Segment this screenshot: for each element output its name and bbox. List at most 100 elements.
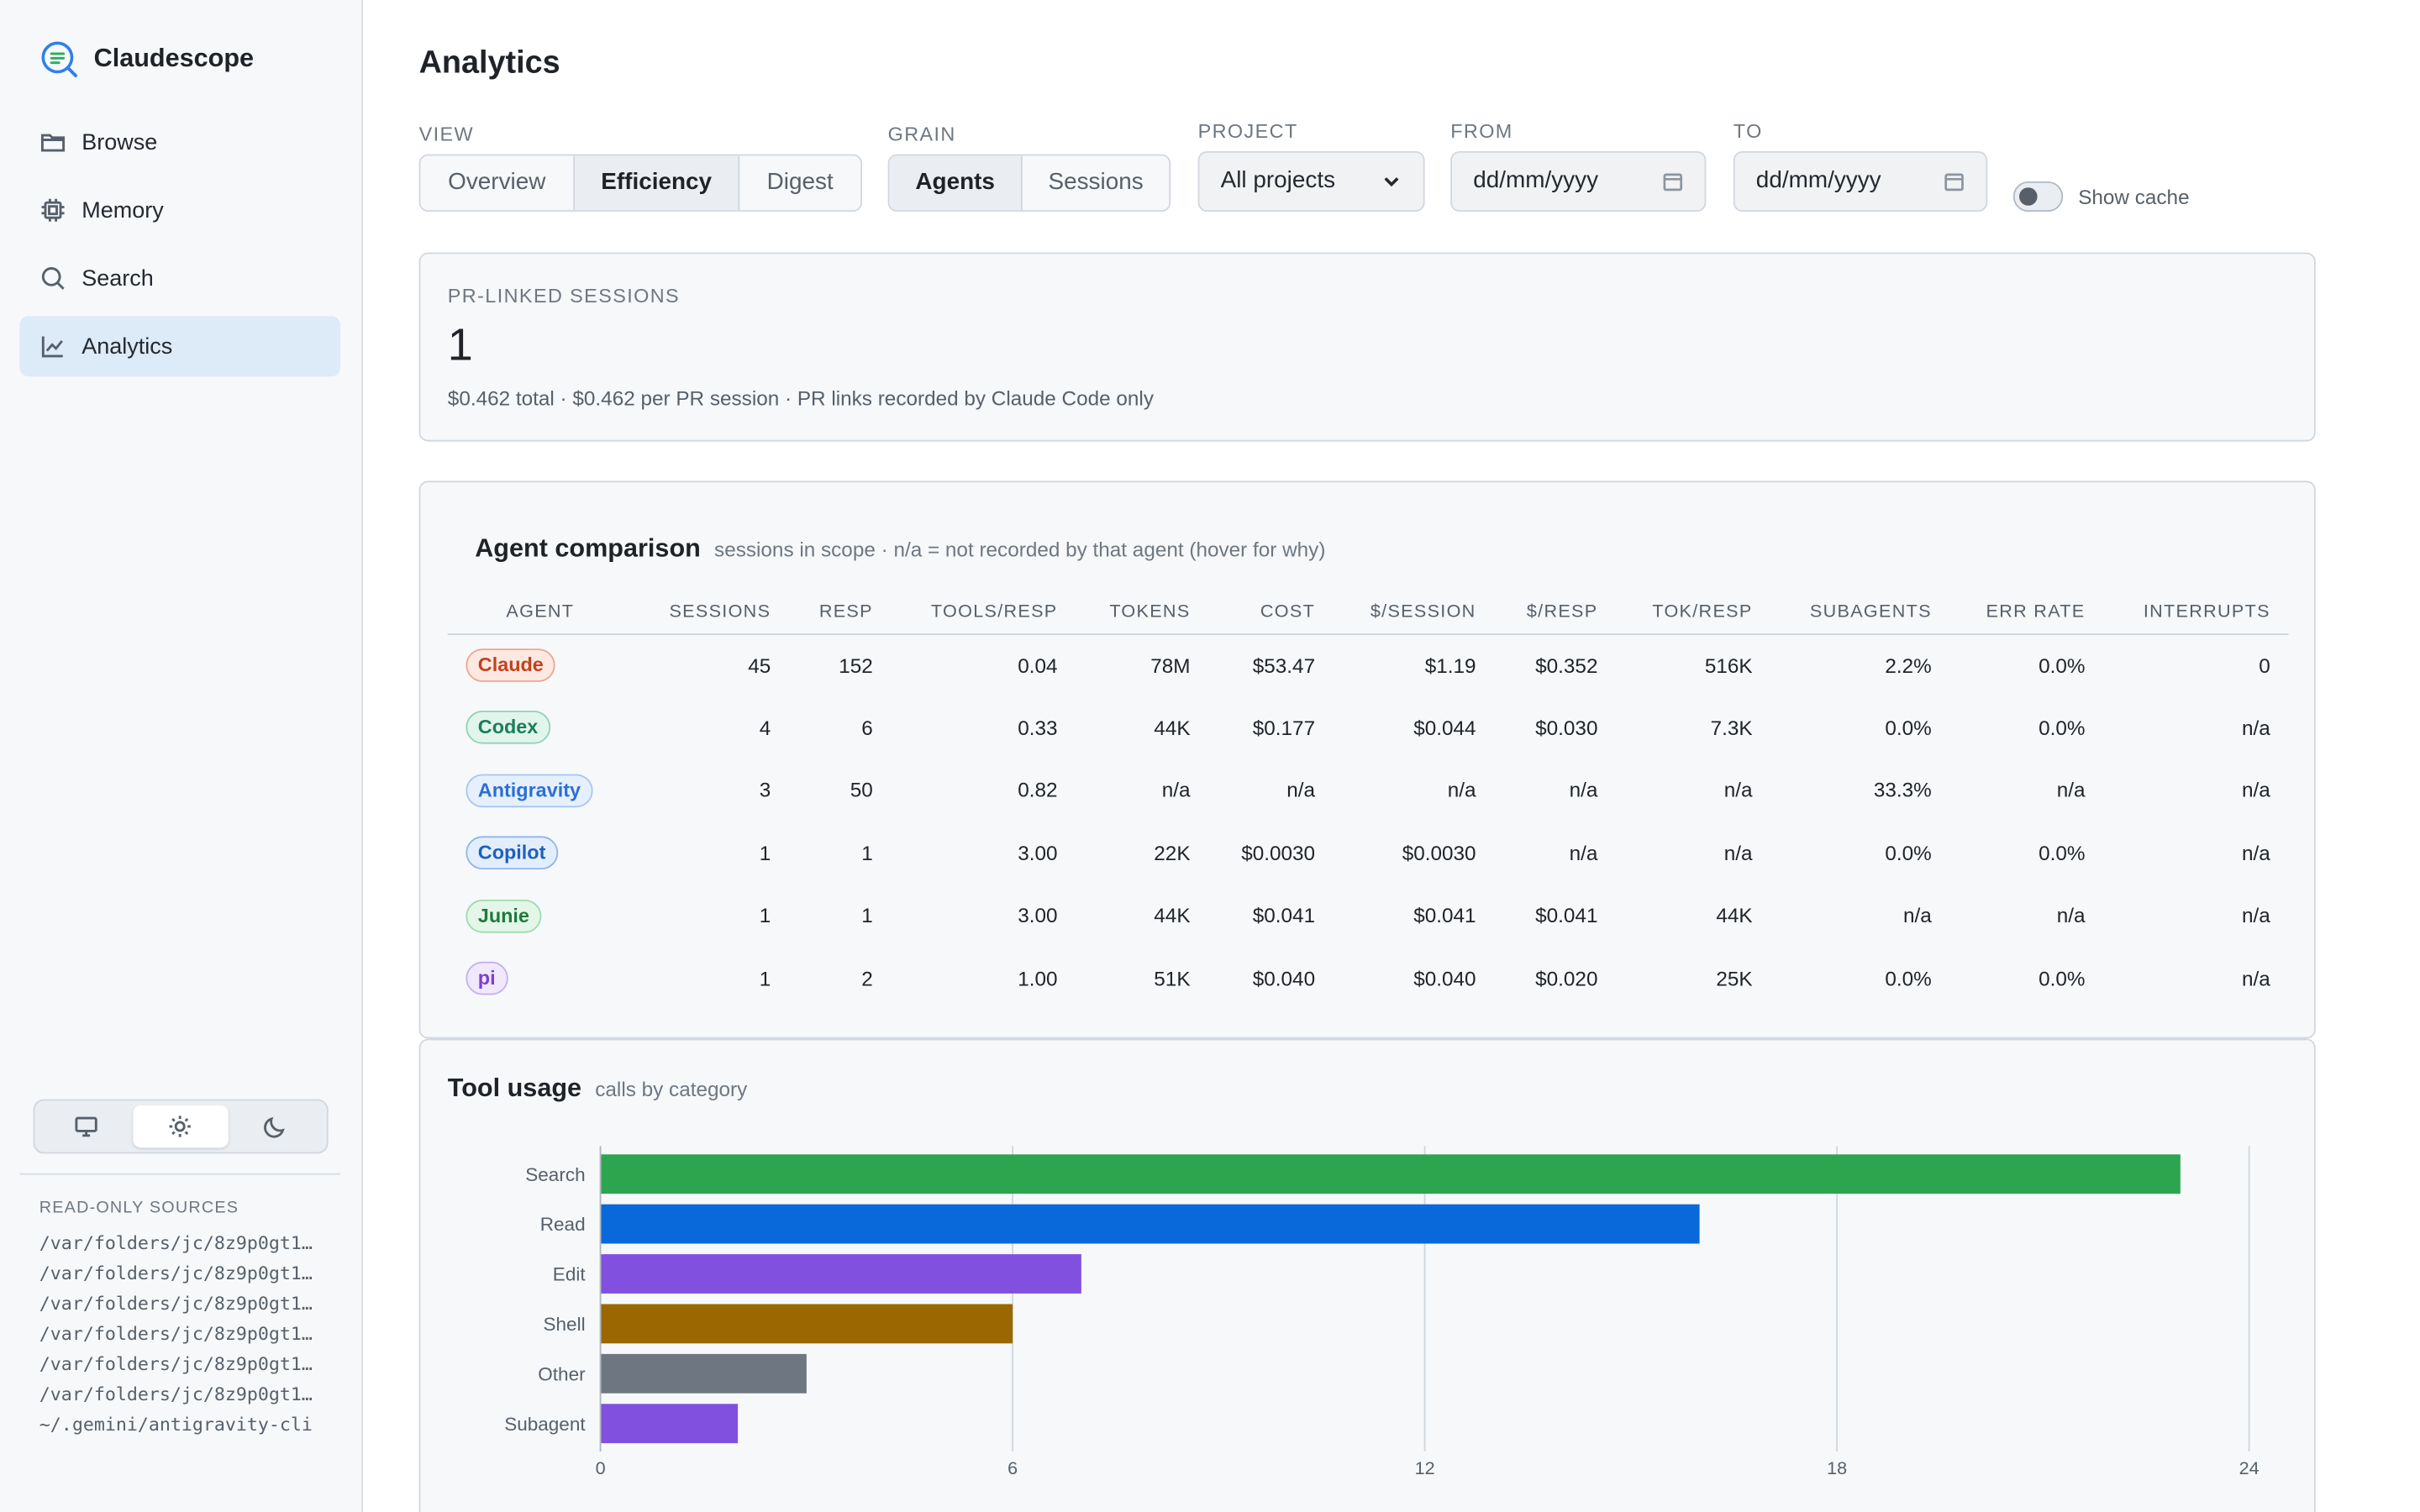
folder-icon xyxy=(40,134,66,152)
chip-icon xyxy=(41,198,65,222)
sidebar-item-memory[interactable]: Memory xyxy=(19,180,340,240)
to-date-field[interactable]: dd/mm/yyyy xyxy=(1733,151,1988,212)
sidebar-item-label: Memory xyxy=(82,197,164,223)
table-cell: n/a xyxy=(2056,904,2086,927)
table-cell: n/a xyxy=(1286,779,1316,802)
table-cell: 50 xyxy=(850,779,873,802)
sidebar-item-label: Analytics xyxy=(82,333,173,360)
table-cell: 44K xyxy=(1716,904,1753,927)
table-cell: $0.040 xyxy=(1252,967,1316,990)
table-row[interactable]: Codex 4 6 0.33 44K $0.177 $0.044 $0.030 7.3K 0.0%… xyxy=(448,696,2289,759)
column-header: RESP xyxy=(788,588,892,635)
view-efficiency-button[interactable]: Efficiency xyxy=(575,155,740,211)
table-cell: 2.2% xyxy=(1885,654,1932,677)
table-cell: 0.0% xyxy=(2039,716,2086,739)
agent-badge: Junie xyxy=(466,899,542,933)
table-cell: 44K xyxy=(1154,904,1191,927)
moon-icon xyxy=(263,1116,285,1138)
theme-system-button[interactable] xyxy=(39,1105,134,1147)
sidebar-item-analytics[interactable]: Analytics xyxy=(19,316,341,377)
search-icon xyxy=(41,267,65,290)
table-cell: $0.040 xyxy=(1413,967,1476,990)
table-cell: $0.041 xyxy=(1535,904,1598,927)
view-segmented-control: Overview Efficiency Digest xyxy=(418,154,862,212)
theme-switch xyxy=(33,1099,329,1154)
project-select[interactable]: All projects xyxy=(1197,151,1425,212)
agent-cell: Antigravity xyxy=(448,759,633,822)
show-cache-label: Show cache xyxy=(2078,185,2190,208)
agent-badge: Copilot xyxy=(466,836,558,870)
sun-icon xyxy=(170,1116,192,1137)
from-date-field[interactable]: dd/mm/yyyy xyxy=(1450,151,1707,212)
sidebar-item-label: Browse xyxy=(82,129,158,155)
view-label: VIEW xyxy=(418,122,475,145)
column-header: TOKENS xyxy=(1076,588,1209,635)
tool-usage-header: Tool usage calls by category xyxy=(448,1074,747,1104)
view-digest-button[interactable]: Digest xyxy=(766,169,834,196)
bar-shell[interactable] xyxy=(600,1304,1013,1344)
column-header: TOOLS/RESP xyxy=(891,588,1076,635)
theme-dark-button[interactable] xyxy=(228,1105,322,1147)
grain-agents-button[interactable]: Agents xyxy=(889,155,1023,211)
bar-read[interactable] xyxy=(600,1204,1700,1244)
table-cell: 3 xyxy=(759,779,771,802)
sidebar-divider xyxy=(19,1173,341,1175)
sidebar-item-search[interactable]: Search xyxy=(19,248,340,308)
table-row[interactable]: pi 1 2 1.00 51K $0.040 $0.040 $0.020 25K 0.0% 0.0%… xyxy=(448,948,2289,1011)
bar-edit[interactable] xyxy=(600,1254,1081,1294)
y-category-label: Edit xyxy=(553,1264,587,1285)
table-cell: $0.177 xyxy=(1252,716,1316,739)
table-cell: 44K xyxy=(1154,716,1191,739)
from-label: FROM xyxy=(1450,119,1513,143)
table-cell: n/a xyxy=(2241,967,2270,990)
show-cache-toggle[interactable] xyxy=(2012,181,2064,212)
table-cell: n/a xyxy=(2241,842,2270,865)
table-row[interactable]: Claude 45 152 0.04 78M $53.47 $1.19 $0.352 516K 2… xyxy=(448,633,2289,696)
project-select-value: All projects xyxy=(1220,167,1336,194)
sidebar-item-browse[interactable]: Browse xyxy=(19,112,340,172)
table-cell: n/a xyxy=(1723,779,1753,802)
table-row[interactable]: Copilot 1 1 3.00 22K $0.0030 $0.0030 n/a n/a 0.0%… xyxy=(448,822,2289,885)
table-cell: $0.041 xyxy=(1413,904,1476,927)
table-cell: 45 xyxy=(748,654,771,677)
table-cell: n/a xyxy=(2241,904,2270,927)
theme-light-button[interactable] xyxy=(133,1105,229,1148)
column-header: $/RESP xyxy=(1494,588,1617,635)
monitor-icon xyxy=(75,1116,98,1137)
to-label: TO xyxy=(1733,119,1763,143)
project-label: PROJECT xyxy=(1197,119,1298,143)
table-cell: $0.041 xyxy=(1252,904,1316,927)
agent-badge: Codex xyxy=(466,711,550,745)
agent-cell: Codex xyxy=(448,696,633,759)
table-cell: 3.00 xyxy=(1018,904,1058,927)
pr-linked-title: PR-LINKED SESSIONS xyxy=(447,284,681,307)
x-tick-label: 6 xyxy=(1007,1457,1018,1478)
bar-search[interactable] xyxy=(600,1154,2181,1194)
tool-usage-title: Tool usage xyxy=(447,1074,582,1103)
bar-other[interactable] xyxy=(600,1353,807,1394)
table-cell: 6 xyxy=(861,716,873,739)
agent-comparison-subtitle: sessions in scope · n/a = not recorded b… xyxy=(714,538,1326,561)
table-cell: 0.82 xyxy=(1018,779,1058,802)
table-cell: 25K xyxy=(1716,967,1753,990)
table-cell: 516K xyxy=(1704,654,1753,677)
column-header: SESSIONS xyxy=(632,588,789,635)
table-cell: n/a xyxy=(2056,779,2086,802)
show-cache-control: Show cache xyxy=(2012,181,2190,212)
table-cell: $0.020 xyxy=(1535,967,1598,990)
y-category-label: Other xyxy=(538,1363,586,1384)
table-row[interactable]: Junie 1 1 3.00 44K $0.041 $0.041 $0.041 44K n/a n/… xyxy=(448,885,2289,948)
sidebar-nav: Browse Memory Search Analytics xyxy=(19,112,341,384)
grain-sessions-button[interactable]: Sessions xyxy=(1048,169,1144,196)
bar-subagent[interactable] xyxy=(600,1404,739,1444)
agent-badge: Claude xyxy=(466,648,556,682)
grain-segmented-control: Agents Sessions xyxy=(887,154,1171,212)
agent-cell: Junie xyxy=(448,885,633,948)
table-cell: n/a xyxy=(1569,779,1598,802)
view-overview-button[interactable]: Overview xyxy=(420,155,575,211)
table-cell: $0.030 xyxy=(1535,716,1598,739)
table-cell: 51K xyxy=(1154,967,1191,990)
brand[interactable]: Claudescope xyxy=(39,39,254,79)
pr-linked-subtitle: $0.462 total · $0.462 per PR session · P… xyxy=(447,386,1154,410)
table-row[interactable]: Antigravity 3 50 0.82 n/a n/a n/a n/a n/a 33.3% n/… xyxy=(448,759,2289,822)
